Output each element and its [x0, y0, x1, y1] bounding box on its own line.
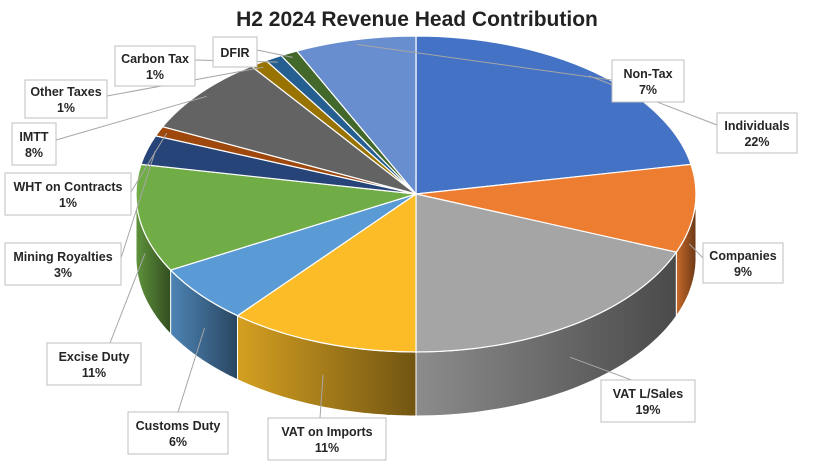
label-name-vat-on-imports: VAT on Imports — [281, 425, 372, 439]
label-box-imtt — [11, 122, 57, 166]
label-box-companies — [702, 242, 784, 284]
label-value-mining-royalties: 3% — [54, 266, 72, 280]
label-name-mining-royalties: Mining Royalties — [13, 250, 112, 264]
label-value-imtt: 8% — [25, 146, 43, 160]
label-value-other-taxes: 1% — [57, 101, 75, 115]
slice-vat-on-imports — [236, 192, 417, 353]
label-value-customs-duty: 6% — [169, 435, 187, 449]
leader-line-excise-duty — [109, 253, 146, 344]
slice-excise-duty — [135, 163, 417, 271]
leader-line-wht-on-contracts — [130, 132, 168, 193]
leader-line-mining-royalties — [120, 151, 156, 259]
chart-title: H2 2024 Revenue Head Contribution — [236, 8, 598, 31]
label-box-mining-royalties — [4, 242, 122, 286]
label-box-wht-on-contracts — [4, 172, 132, 216]
label-value-excise-duty: 11% — [82, 366, 106, 380]
label-value-non-tax: 7% — [639, 83, 657, 97]
slice-imtt — [161, 65, 417, 195]
label-name-carbon-tax: Carbon Tax — [121, 52, 189, 66]
label-value-wht-on-contracts: 1% — [59, 196, 77, 210]
label-box-dfir — [212, 36, 258, 68]
label-box-customs-duty — [127, 411, 229, 455]
label-box-vat-l-sales — [600, 379, 696, 423]
label-name-non-tax: Non-Tax — [623, 67, 672, 81]
label-name-companies: Companies — [709, 249, 776, 263]
slice-vat-l-sales — [415, 193, 678, 353]
label-value-individuals: 22% — [744, 135, 769, 149]
label-value-vat-on-imports: 11% — [315, 441, 339, 455]
label-box-individuals — [716, 112, 798, 154]
label-value-companies: 9% — [734, 265, 752, 279]
label-name-imtt: IMTT — [19, 130, 49, 144]
label-box-excise-duty — [46, 342, 142, 386]
leader-line-vat-on-imports — [319, 374, 324, 419]
slice-companies — [415, 163, 697, 253]
slice-individuals — [415, 35, 692, 195]
label-name-other-taxes: Other Taxes — [30, 85, 101, 99]
label-box-other-taxes — [24, 79, 108, 119]
label-name-customs-duty: Customs Duty — [136, 419, 221, 433]
leader-line-companies — [688, 243, 704, 259]
slice-non-tax — [295, 35, 417, 196]
label-name-excise-duty: Excise Duty — [59, 350, 130, 364]
leader-line-customs-duty — [177, 327, 206, 413]
label-name-dfir: DFIR — [220, 46, 249, 60]
leader-line-dfir — [256, 49, 293, 58]
label-box-carbon-tax — [114, 45, 196, 87]
label-value-vat-l-sales: 19% — [635, 403, 660, 417]
label-name-individuals: Individuals — [724, 119, 789, 133]
leader-line-non-tax — [356, 43, 613, 81]
label-box-non-tax — [611, 59, 685, 103]
label-name-vat-l-sales: VAT L/Sales — [613, 387, 683, 401]
label-value-carbon-tax: 1% — [146, 68, 164, 82]
label-box-vat-on-imports — [267, 417, 387, 461]
label-name-wht-on-contracts: WHT on Contracts — [13, 180, 122, 194]
leader-line-imtt — [55, 95, 207, 141]
